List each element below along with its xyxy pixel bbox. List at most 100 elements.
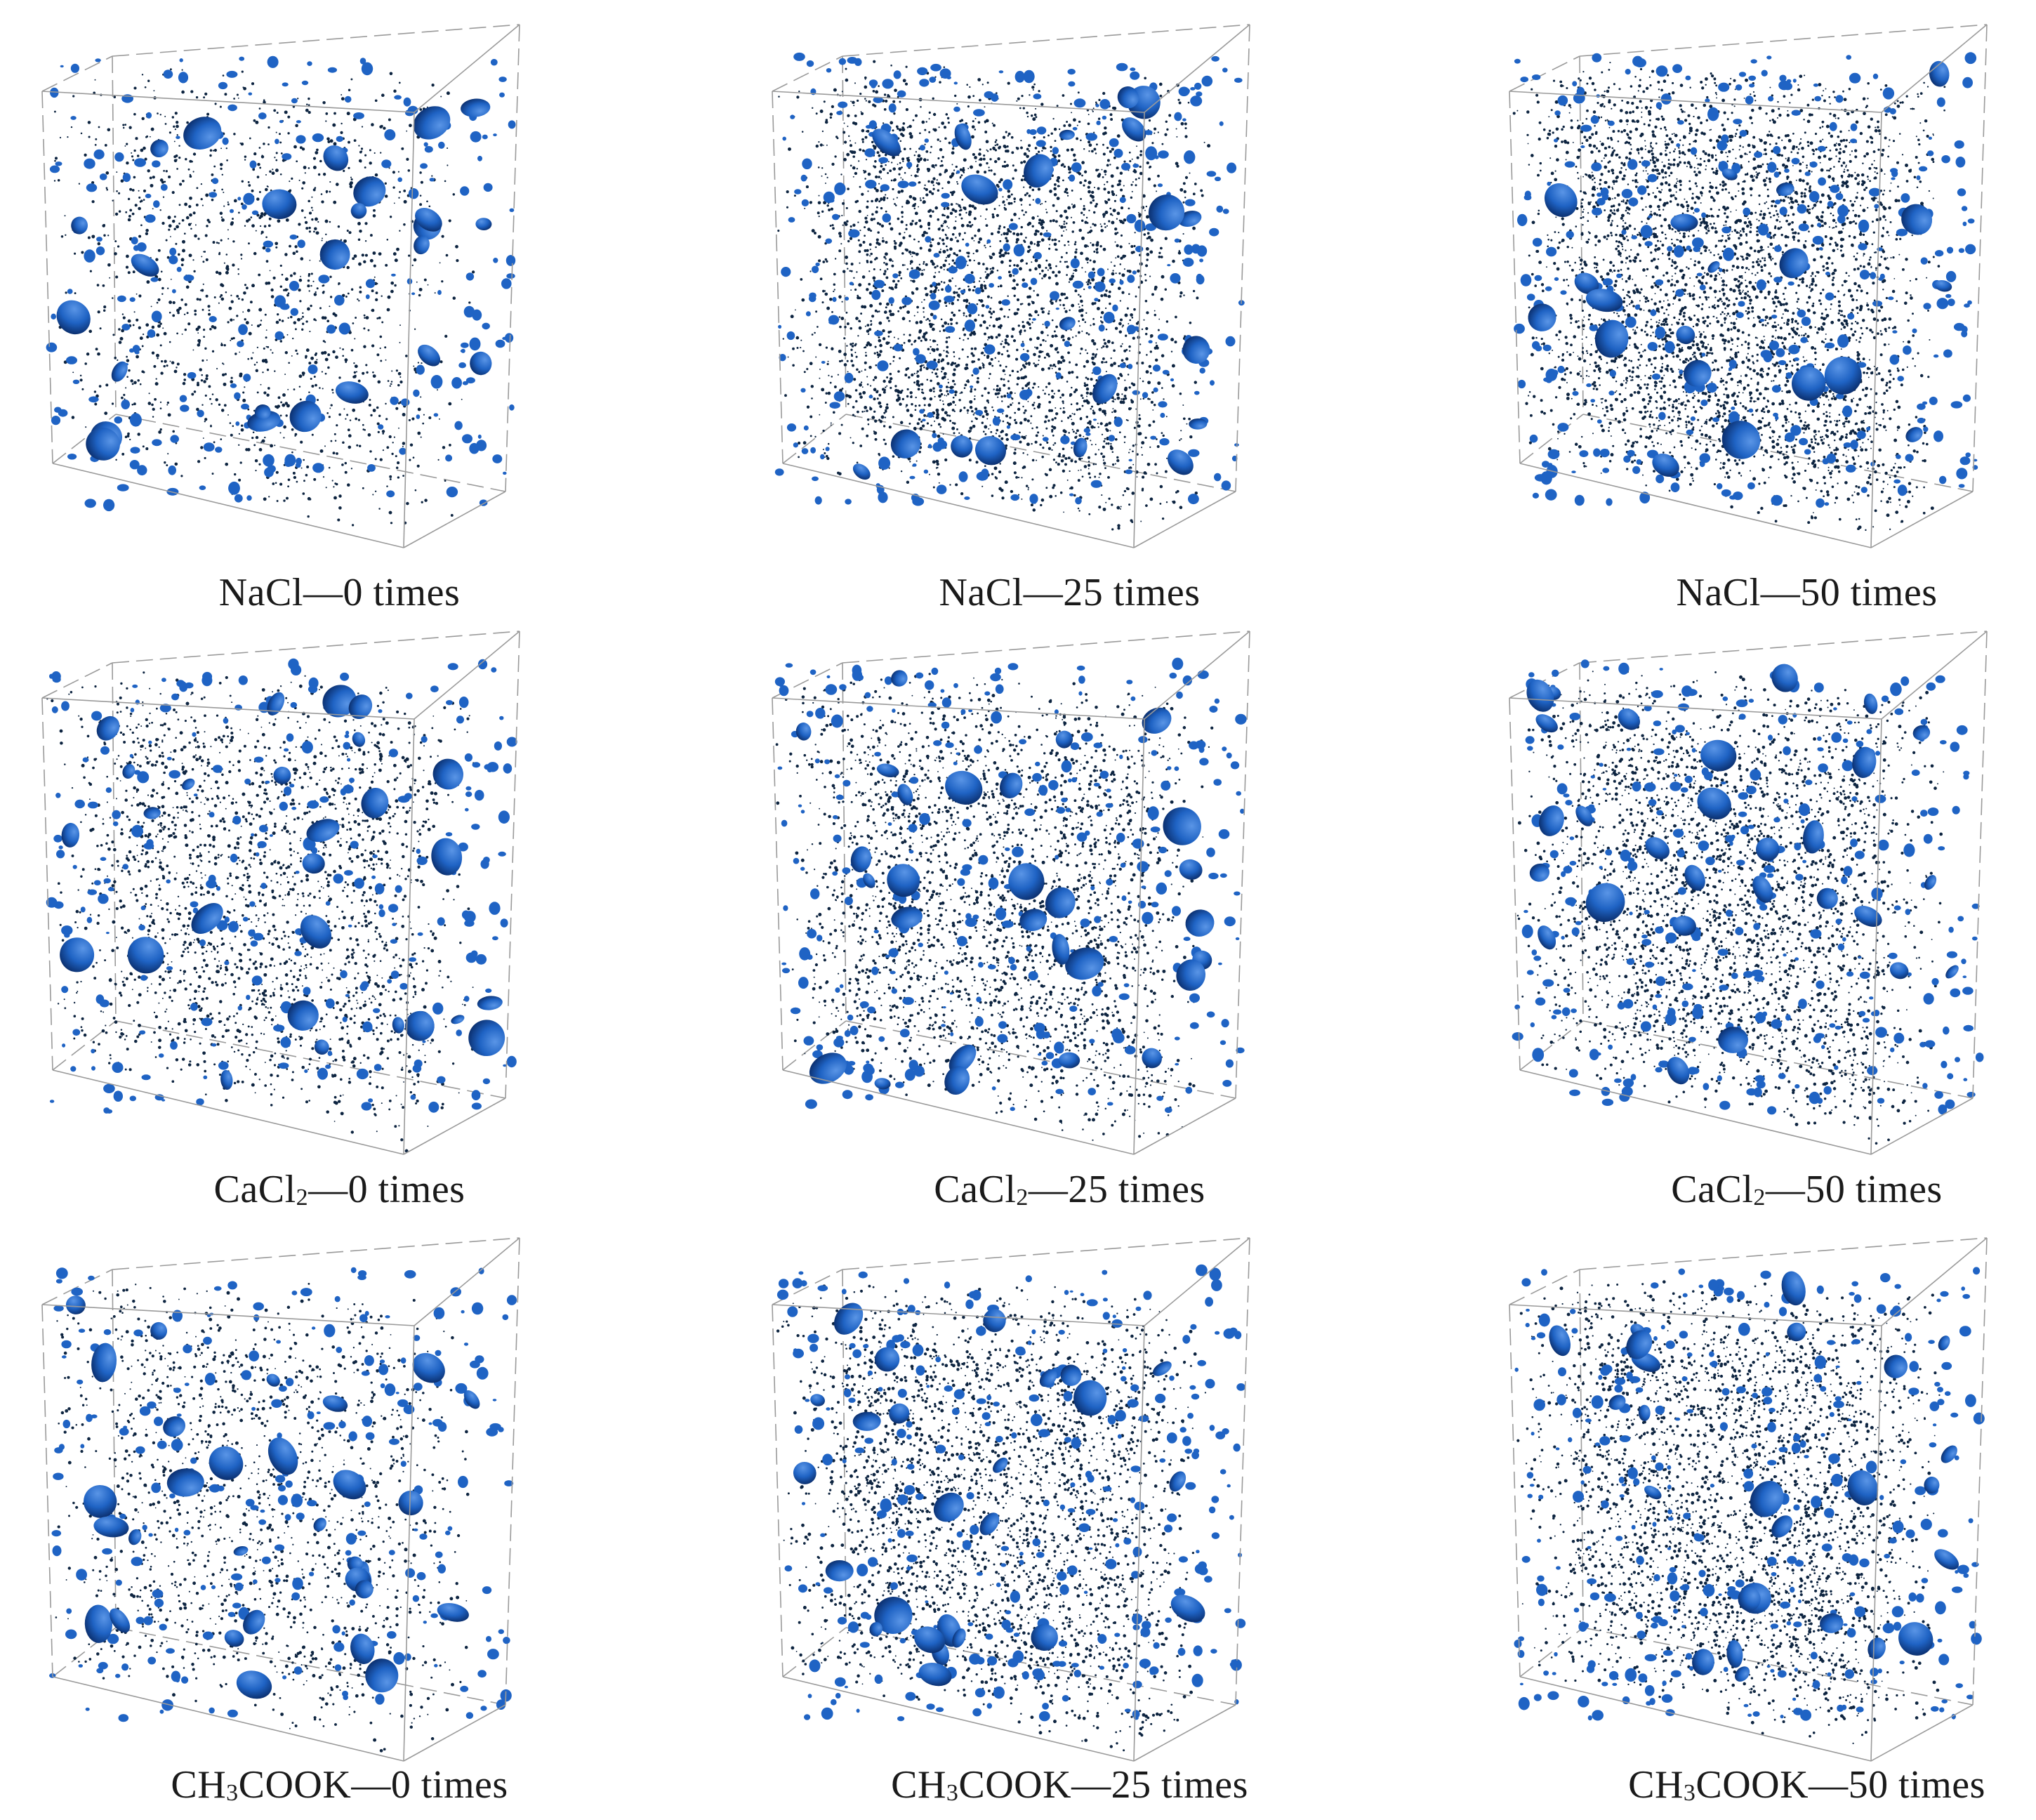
speck [114,252,117,256]
speck [894,283,898,286]
speck [332,451,336,455]
speck [333,142,337,146]
speck [305,348,310,352]
speck [1033,290,1035,292]
pore [416,414,421,419]
speck [320,193,323,195]
speck [1158,318,1161,320]
speck [948,336,951,338]
speck [943,66,946,68]
speck [953,432,956,435]
speck [976,303,979,305]
speck [977,376,979,380]
speck [905,65,908,68]
speck [1098,98,1101,102]
speck [376,317,379,319]
speck [1123,441,1126,444]
speck [1034,267,1038,271]
speck [940,360,943,362]
speck [917,175,919,177]
speck [883,272,886,276]
speck [256,197,260,201]
speck [230,318,233,322]
speck [998,392,1000,395]
pore [172,289,176,294]
speck [122,316,126,319]
speck [1006,392,1009,395]
speck [1158,256,1161,258]
speck [307,284,310,288]
speck [1104,211,1109,214]
speck [989,268,992,270]
speck [866,214,868,216]
speck [948,414,951,417]
pore [334,295,345,306]
speck [219,163,223,166]
speck [361,150,363,152]
speck [930,244,932,246]
speck [897,338,899,340]
speck [867,172,871,176]
speck [1122,494,1125,496]
speck [184,303,187,306]
pore [170,435,179,443]
speck [870,385,872,387]
speck [384,182,387,185]
speck [867,423,870,426]
box-edge [842,24,1250,57]
speck [364,222,368,225]
speck [1081,161,1085,164]
speck [955,404,956,406]
speck [1078,325,1080,327]
speck [367,433,371,437]
speck [1095,251,1099,254]
speck [223,382,227,386]
speck [1029,327,1032,329]
speck [867,190,869,192]
speck [857,221,859,223]
speck [203,329,206,331]
speck [890,386,892,390]
pore [458,362,466,369]
speck [942,329,946,332]
speck [397,171,399,173]
speck [159,344,162,347]
speck [934,206,939,210]
speck [1123,160,1126,163]
speck [924,128,927,131]
speck [831,224,834,227]
speck [1156,344,1158,348]
speck [411,264,414,267]
speck [89,270,92,272]
speck [341,94,343,95]
speck [833,289,835,291]
speck [360,147,364,150]
speck [310,304,312,308]
speck [892,198,894,200]
speck [1041,269,1044,272]
speck [937,289,940,291]
speck [1017,370,1019,373]
speck [1064,261,1066,263]
speck [1128,293,1130,296]
speck [966,84,968,86]
speck [244,159,246,161]
speck [852,342,854,345]
speck [289,180,291,183]
speck [1118,272,1121,275]
speck [1115,272,1117,275]
speck [880,415,885,419]
speck [946,249,948,251]
speck [872,89,875,93]
speck [956,183,959,185]
speck [796,95,800,99]
speck [352,322,355,324]
speck [1041,203,1043,204]
speck [315,383,317,387]
speck [130,379,133,383]
speck [919,320,923,324]
speck [974,395,976,397]
speck [1137,424,1140,428]
speck [1081,475,1084,478]
speck [1026,223,1030,226]
